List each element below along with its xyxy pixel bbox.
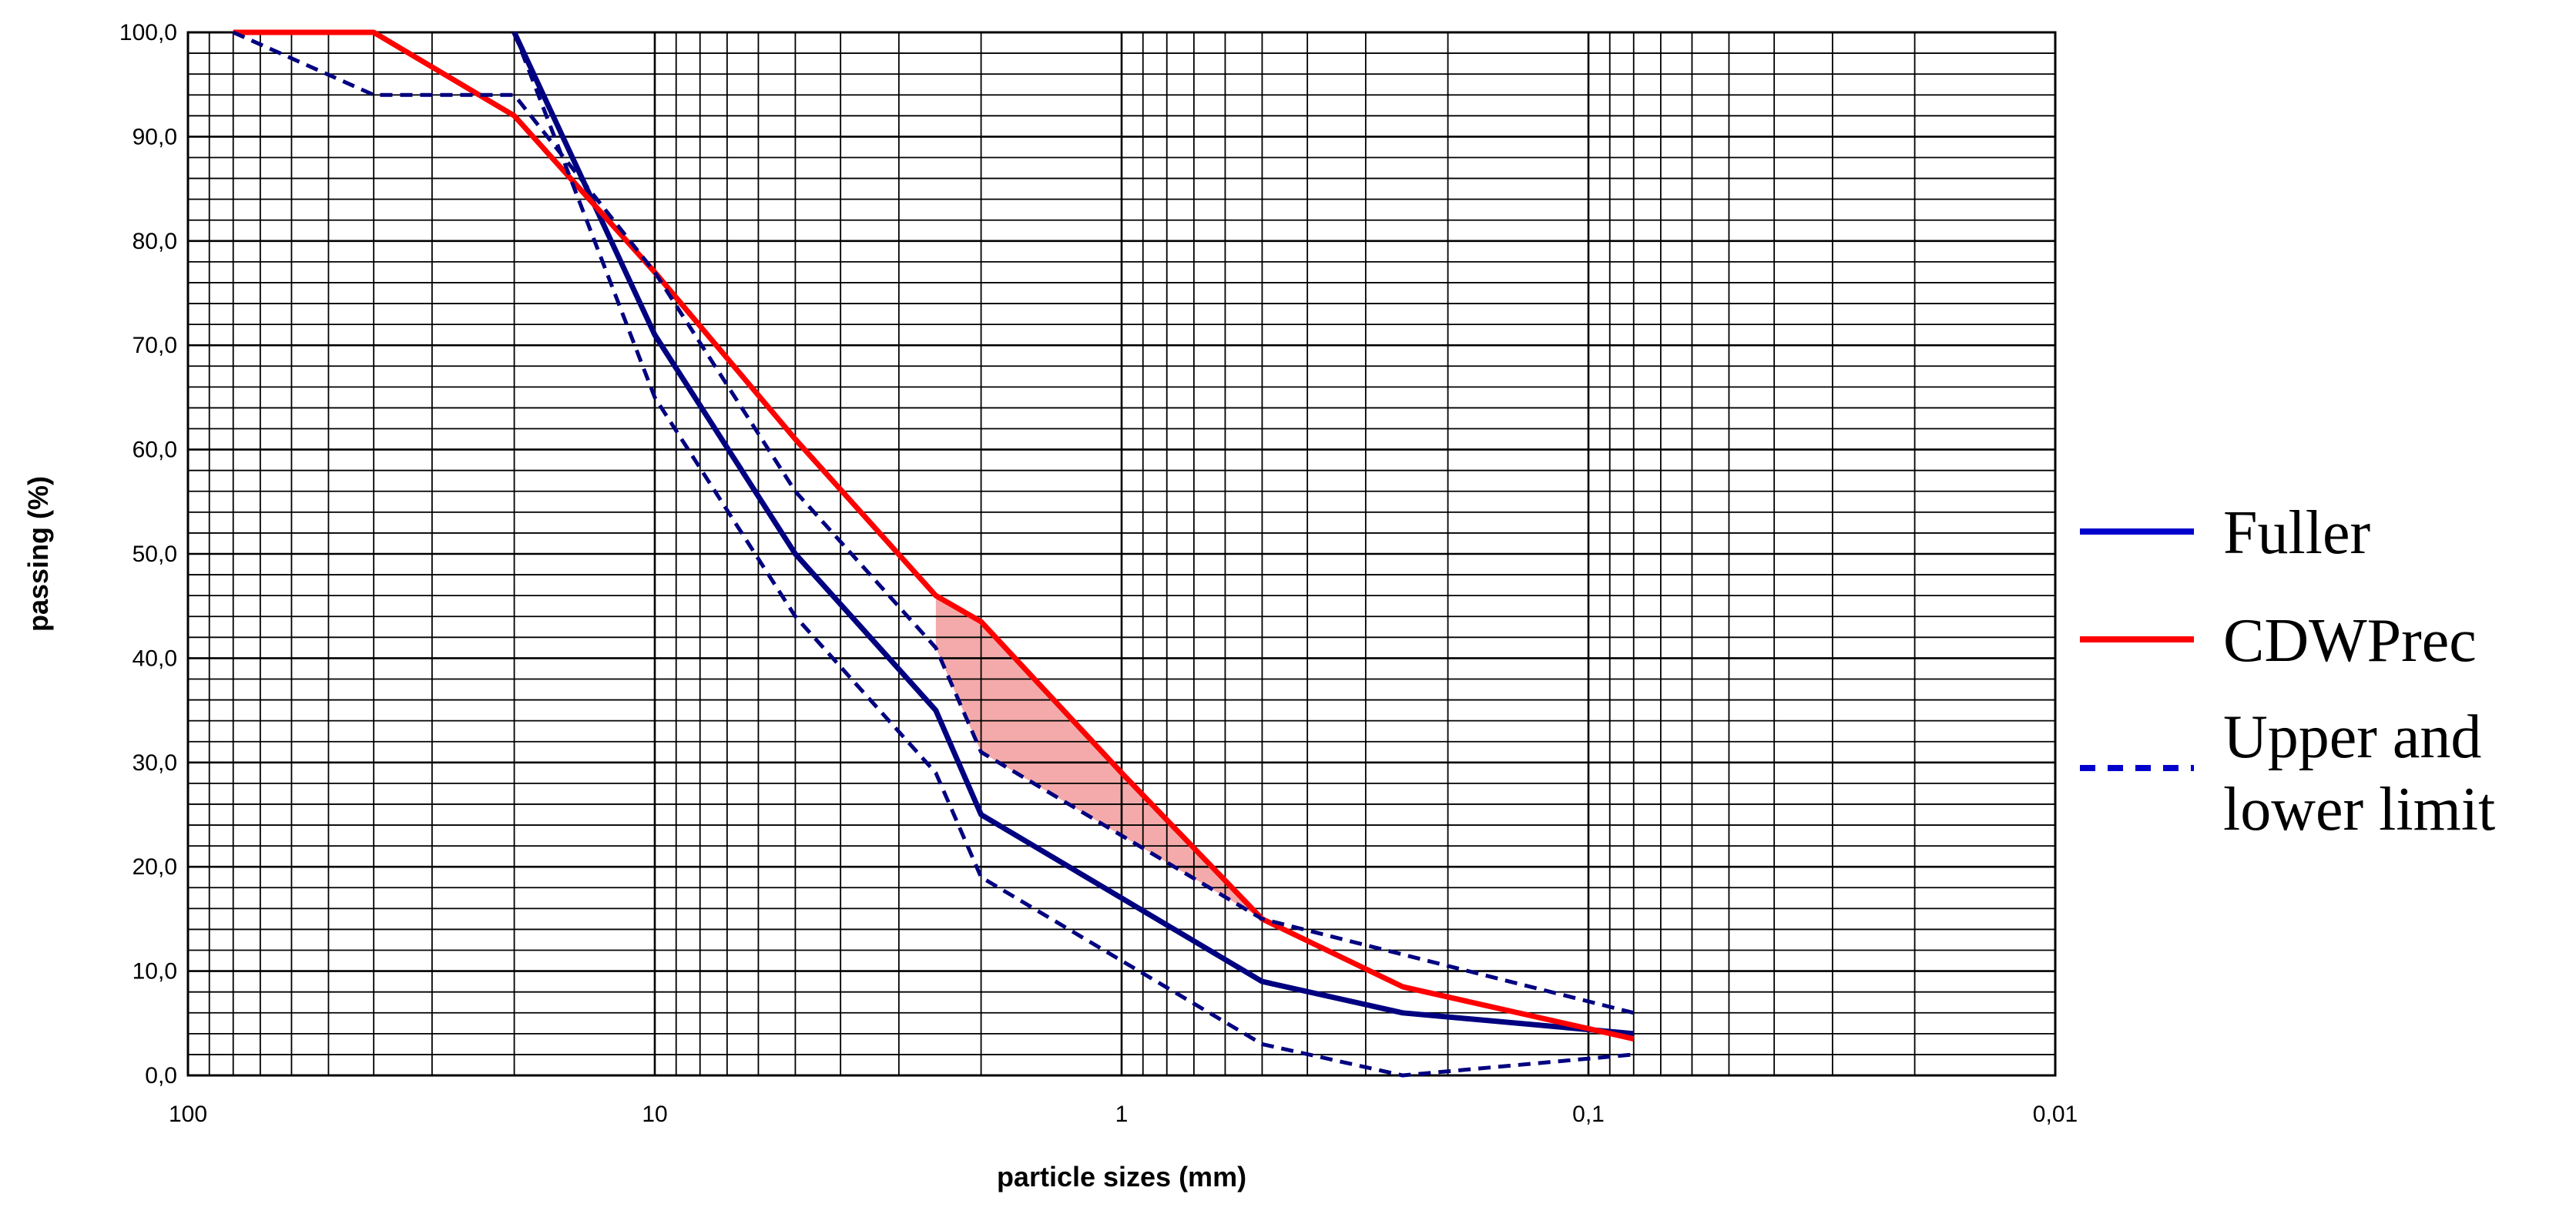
- series-lines: [232, 29, 1635, 1078]
- y-axis-label: passing (%): [22, 476, 54, 632]
- y-tick-label: 50,0: [132, 542, 177, 567]
- shaded-region-area: [935, 595, 1263, 919]
- y-tick-label: 10,0: [132, 959, 177, 985]
- legend-label: Fuller: [2223, 499, 2370, 567]
- grid: [188, 32, 2055, 1075]
- legend-label: CDWPrec: [2223, 607, 2477, 675]
- x-tick-label: 0,1: [1572, 1102, 1605, 1127]
- series-line-upper-and-lower-limit-2: [232, 30, 1635, 1015]
- shaded-region: [935, 595, 1263, 919]
- y-tick-label: 100,0: [119, 20, 177, 45]
- legend-label: Upper and: [2223, 703, 2481, 771]
- y-tick-labels: 0,0 10,0 20,0 30,0 40,0 50,0 60,0 70,0 80,0 90,0 1…: [119, 20, 177, 1089]
- x-axis-label: particle sizes (mm): [997, 1161, 1246, 1192]
- x-tick-label: 1: [1115, 1102, 1129, 1127]
- y-tick-label: 90,0: [132, 124, 177, 149]
- x-tick-label: 10: [642, 1102, 667, 1127]
- x-tick-labels: 100 10 1 0,1 0,01: [169, 1102, 2078, 1127]
- y-tick-label: 40,0: [132, 646, 177, 671]
- y-tick-label: 0,0: [145, 1063, 177, 1089]
- y-tick-label: 60,0: [132, 438, 177, 463]
- plot-frame: [186, 31, 2057, 1077]
- y-tick-label: 30,0: [132, 750, 177, 776]
- y-tick-label: 20,0: [132, 854, 177, 880]
- x-tick-label: 100: [169, 1102, 207, 1127]
- series-line-cdwprec: [233, 29, 1635, 1042]
- series-line-fuller: [512, 31, 1635, 1037]
- y-tick-label: 80,0: [132, 229, 177, 254]
- x-tick-label: 0,01: [2033, 1102, 2078, 1127]
- legend-label-line2: lower limit: [2223, 776, 2495, 844]
- y-tick-label: 70,0: [132, 333, 177, 358]
